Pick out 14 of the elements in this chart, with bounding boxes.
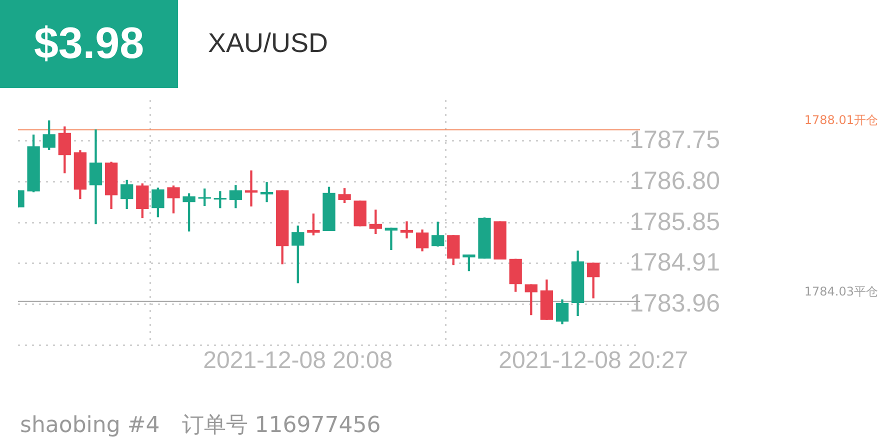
y-tick-label: 1785.85	[630, 208, 720, 236]
ref-line-label: 1784.03平仓	[804, 284, 878, 299]
y-tick-label: 1787.75	[630, 126, 720, 154]
chart-title: XAU/USD	[208, 28, 328, 59]
y-tick-label: 1783.96	[630, 289, 720, 318]
y-tick-label: 1786.80	[630, 166, 720, 195]
x-tick-label: 2021-12-08 20:08	[203, 347, 393, 374]
candlestick	[400, 221, 414, 238]
text: $3.98	[0, 0, 178, 88]
x-tick-label: 2021-12-08 20:27	[498, 347, 688, 374]
text: shaobing #4 订单号 116977456	[20, 412, 381, 440]
y-tick-label: 1784.91	[630, 248, 720, 276]
candlestick	[260, 182, 274, 202]
ref-line-label: 1788.01开仓	[804, 112, 878, 127]
